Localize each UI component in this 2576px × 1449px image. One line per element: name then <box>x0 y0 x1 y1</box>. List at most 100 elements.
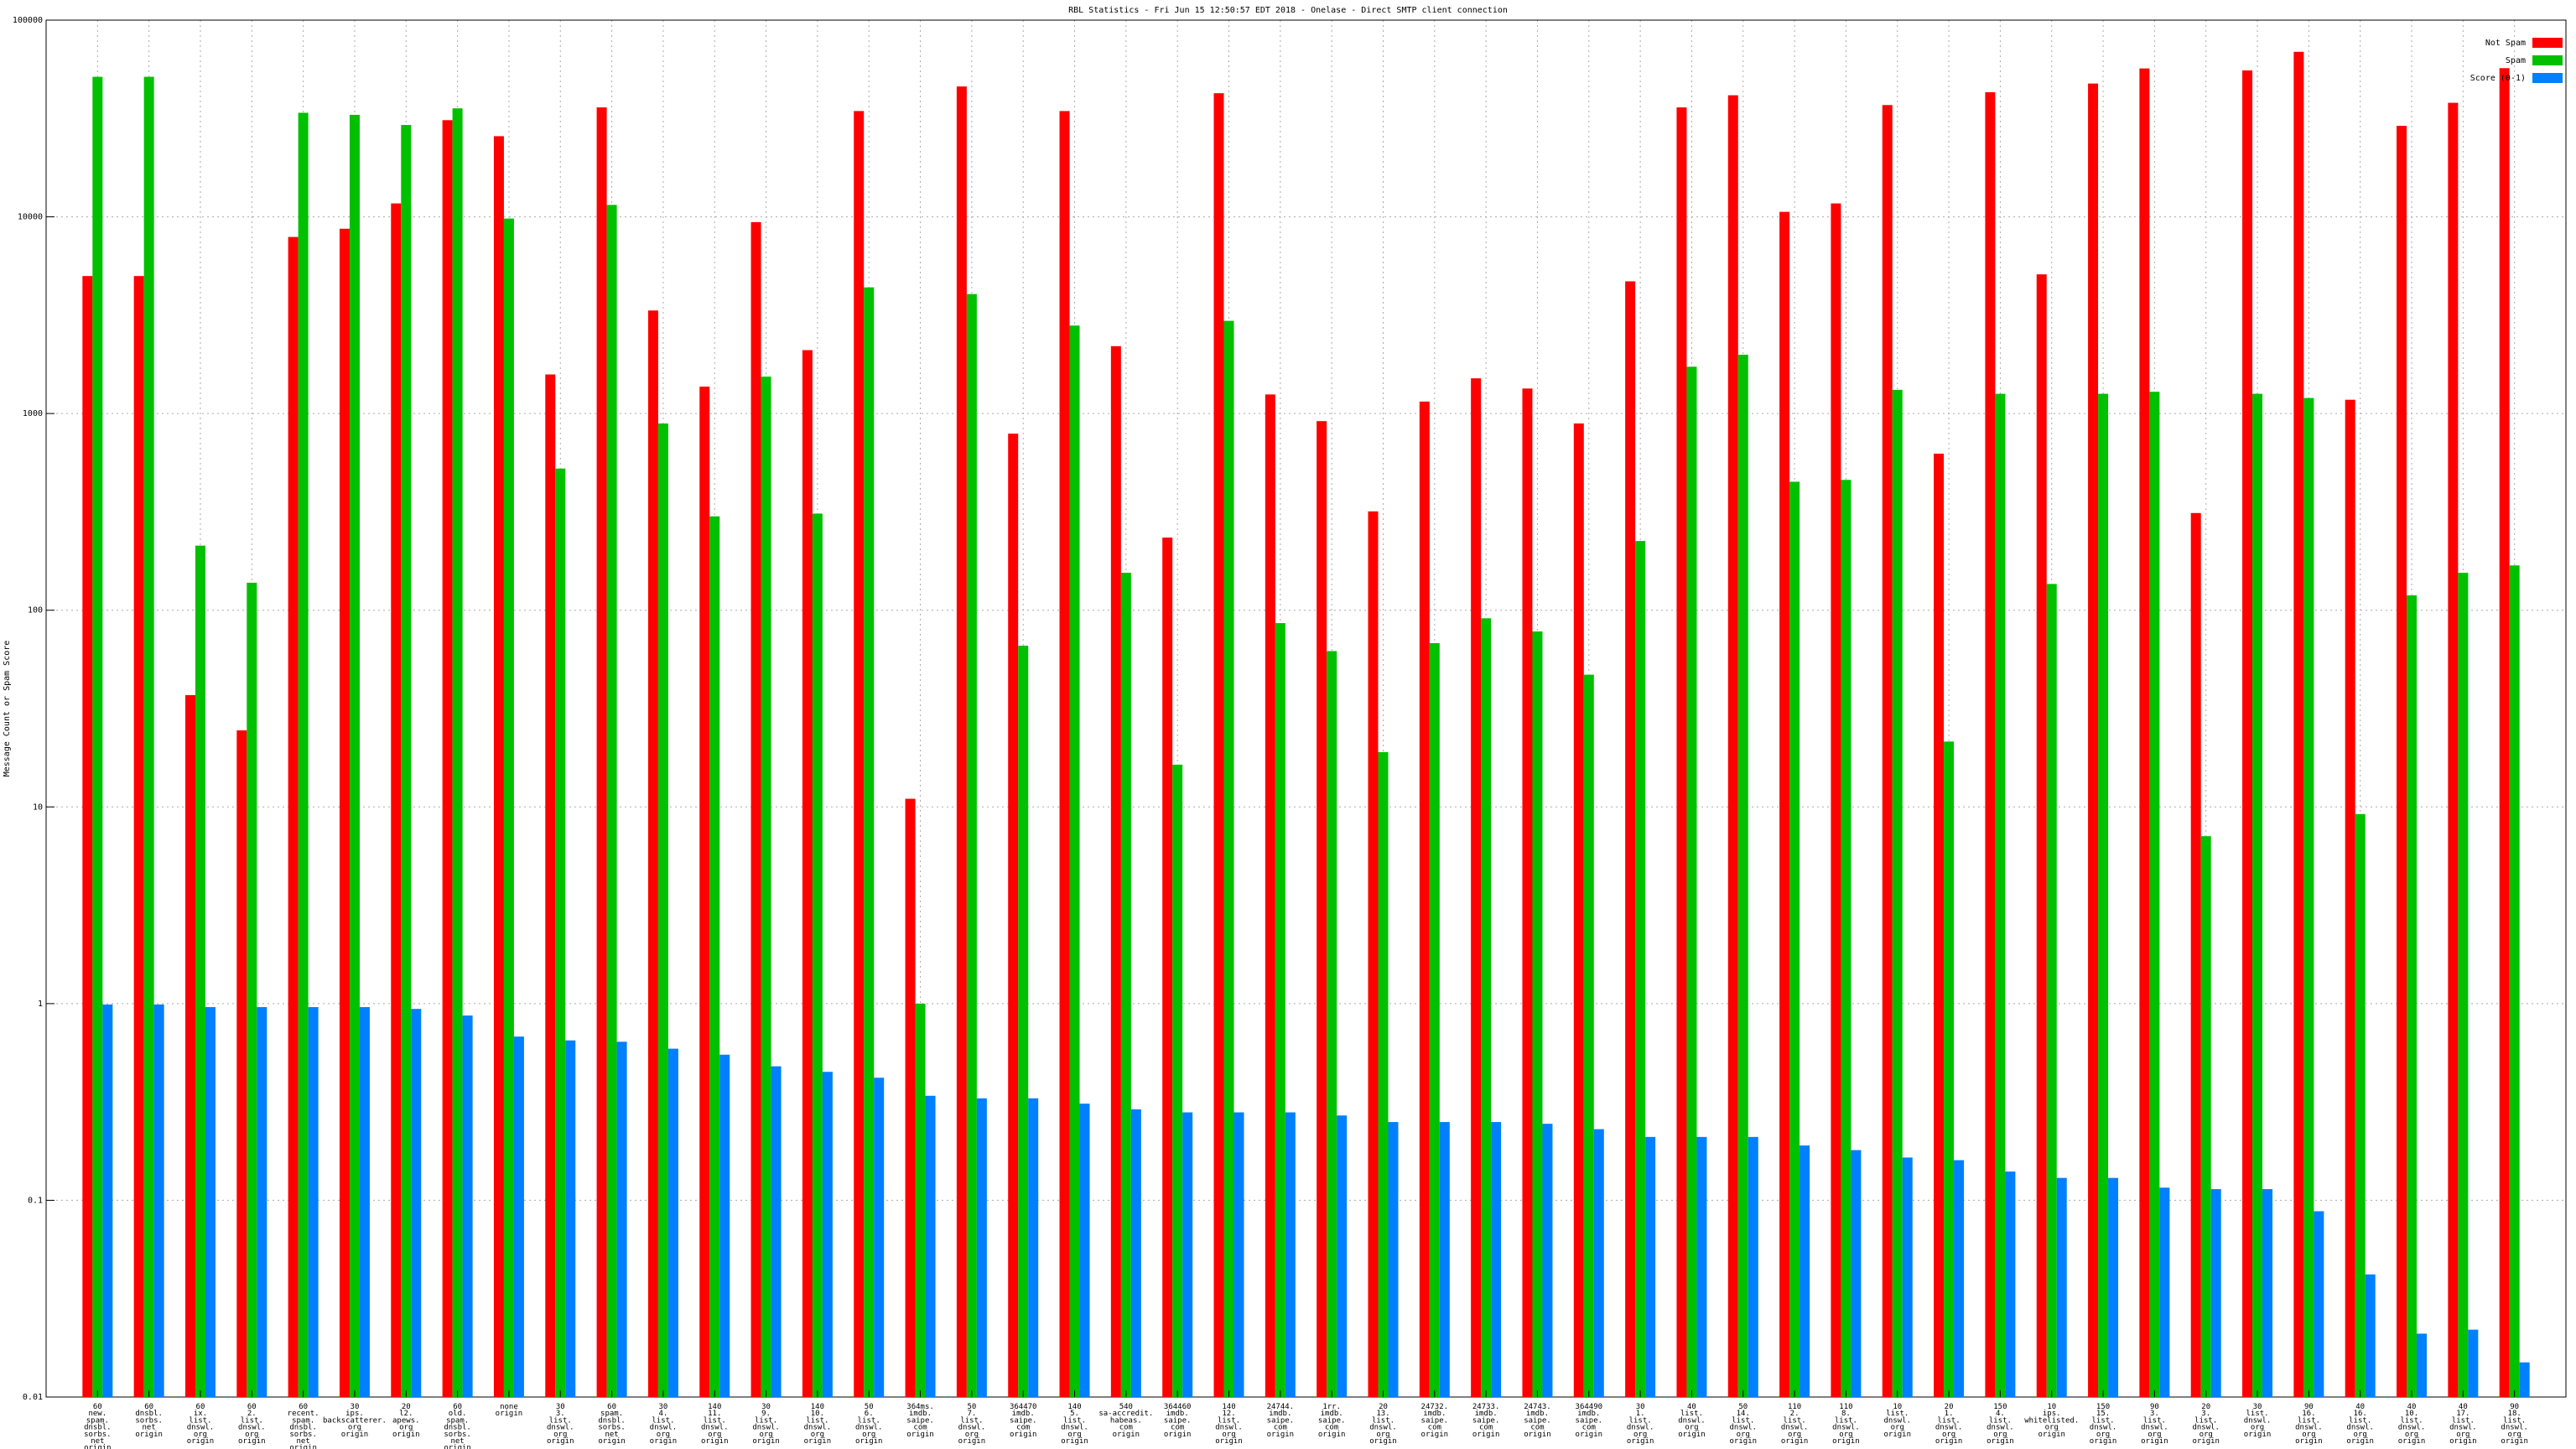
bar <box>2046 584 2057 1397</box>
bar <box>2242 70 2253 1397</box>
bar <box>1008 434 1019 1397</box>
bar <box>462 1015 473 1397</box>
bar <box>411 1009 422 1397</box>
bar <box>2262 1189 2273 1397</box>
x-tick-label: 60 recent. spam. dnsbl. sorbs. net origin <box>288 1403 319 1449</box>
bar <box>1233 1112 1244 1397</box>
bar <box>1471 378 1482 1398</box>
bar <box>616 1041 627 1397</box>
bar <box>493 136 504 1397</box>
bar <box>1696 1136 1707 1397</box>
bar <box>1110 345 1121 1397</box>
bar <box>956 86 967 1397</box>
bar <box>1481 618 1492 1397</box>
x-tick-label: 40 16. list. dnswl. org origin <box>2346 1403 2374 1446</box>
bar <box>2314 1211 2324 1397</box>
y-tick-label: 100000 <box>13 16 43 25</box>
bar <box>1737 355 1748 1397</box>
x-tick-label: 140 5. list. dnswl. org origin <box>1061 1403 1088 1446</box>
bar <box>1902 1157 1913 1397</box>
bar <box>2149 392 2160 1397</box>
bar <box>308 1007 319 1397</box>
bar <box>709 516 720 1397</box>
bar <box>2345 399 2355 1397</box>
bar <box>1686 366 1697 1397</box>
x-tick-label: 1rr. imdb. saipe. com origin <box>1318 1403 1346 1439</box>
bar <box>1317 421 1327 1397</box>
bar <box>555 468 566 1398</box>
bar <box>1727 95 1738 1398</box>
bar <box>2108 1177 2119 1397</box>
bar <box>391 203 402 1397</box>
x-tick-label: 24744. imdb. saipe. com origin <box>1267 1403 1295 1439</box>
x-tick-label: 20 1. list. dnswl. org origin <box>1935 1403 1963 1446</box>
x-tick-label: 150 4. list. dnswl. org origin <box>1987 1403 2014 1446</box>
x-tick-label: 364490 imdb. saipe. com origin <box>1576 1403 1603 1439</box>
bar <box>1882 105 1893 1397</box>
x-tick-label: 50 14. list. dnswl. org origin <box>1730 1403 1758 1446</box>
bar <box>247 582 257 1397</box>
x-tick-label: 90 16. list. dnswl. org origin <box>2295 1403 2323 1446</box>
x-tick-label: none origin <box>496 1403 523 1418</box>
bar <box>288 236 299 1397</box>
bar <box>1419 401 1430 1397</box>
bar <box>925 1095 936 1397</box>
x-tick-label: 364ms. imdb. saipe. com origin <box>906 1403 934 1439</box>
bar <box>966 293 977 1398</box>
bar <box>1223 320 1234 1397</box>
bar <box>667 1048 678 1397</box>
x-tick-label: 30 ips. backscatterer. org origin <box>323 1403 387 1439</box>
bar <box>750 221 761 1397</box>
bar <box>1831 203 1841 1397</box>
x-tick-label: 140 11. list. dnswl. org origin <box>701 1403 729 1446</box>
x-tick-label: 364470 imdb. saipe. com origin <box>1010 1403 1037 1439</box>
x-tick-label: 30 list. dnswl. org origin <box>2244 1403 2272 1439</box>
bar <box>452 108 463 1397</box>
bar <box>1265 394 1275 1397</box>
legend-label: Not Spam <box>2485 39 2526 48</box>
bar <box>2417 1333 2428 1397</box>
legend-swatch <box>2532 55 2563 65</box>
bar <box>184 695 195 1397</box>
legend-swatch <box>2532 73 2563 83</box>
bar <box>1018 646 1029 1397</box>
x-tick-label: 10 ips. whitelisted. org origin <box>2024 1403 2079 1439</box>
x-tick-label: 40 17. list. dnswl. org origin <box>2449 1403 2477 1446</box>
y-tick-label: 10 <box>33 802 43 812</box>
bar <box>1748 1136 1758 1397</box>
bar <box>647 310 658 1398</box>
plot-frame <box>45 19 2567 1398</box>
x-tick-label: 90 18. list. dnswl. org origin <box>2501 1403 2528 1446</box>
bar <box>1162 538 1173 1397</box>
bar <box>1995 393 2006 1398</box>
x-tick-label: 24732. imdb. saipe. com origin <box>1421 1403 1449 1439</box>
bar <box>2355 813 2366 1397</box>
bar <box>1851 1150 1862 1397</box>
x-tick-label: 364460 imdb. saipe. com origin <box>1164 1403 1192 1439</box>
bar <box>1522 388 1533 1398</box>
bar <box>2519 1362 2530 1397</box>
bar <box>1429 643 1440 1397</box>
bar <box>2036 274 2047 1397</box>
bar <box>1172 764 1183 1397</box>
bar <box>822 1072 833 1397</box>
bar <box>236 730 247 1397</box>
x-tick-label: 140 10. list. dnswl. org origin <box>804 1403 832 1446</box>
x-tick-label: 140 12. list. dnswl. org origin <box>1215 1403 1243 1446</box>
bar <box>905 798 916 1397</box>
bar <box>1625 281 1636 1397</box>
bar <box>1028 1098 1039 1397</box>
x-tick-label: 30 1. list. dnswl. org origin <box>1627 1403 1654 1446</box>
x-tick-label: 60 old. spam. dnsbl. sorbs. net origin <box>444 1403 471 1449</box>
bar <box>1337 1115 1348 1397</box>
bar <box>195 545 205 1397</box>
bar <box>2509 565 2520 1397</box>
bar <box>2448 102 2459 1397</box>
x-tick-label: 60 2. list. dnswl. org origin <box>238 1403 266 1446</box>
x-tick-label: 150 15. list. dnswl. org origin <box>2090 1403 2117 1446</box>
bar <box>1059 111 1070 1397</box>
bar <box>771 1066 782 1397</box>
bar <box>1573 423 1584 1397</box>
bar <box>802 350 813 1397</box>
